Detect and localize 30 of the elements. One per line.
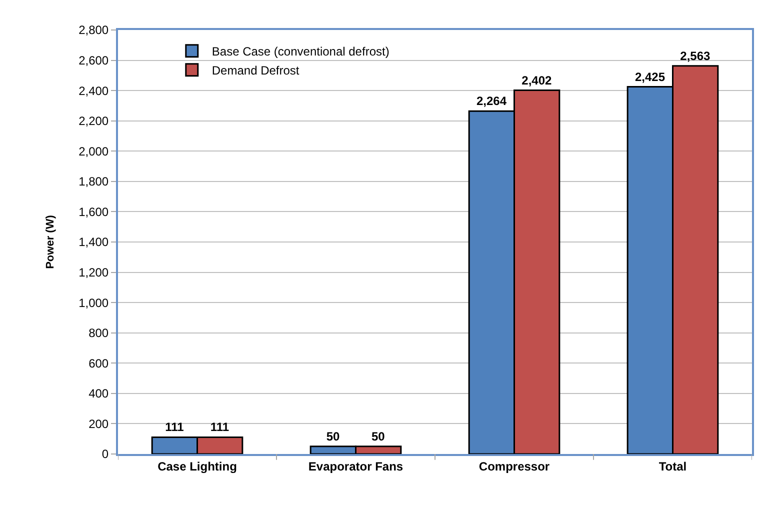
data-label: 2,264 xyxy=(476,94,507,108)
y-tick-label: 2,200 xyxy=(78,114,109,128)
data-label: 111 xyxy=(165,420,184,434)
data-label: 111 xyxy=(210,420,230,434)
y-tick-label: 1,400 xyxy=(78,235,109,250)
x-tick-label: Compressor xyxy=(478,459,550,474)
x-tick-label: Evaporator Fans xyxy=(308,459,404,474)
y-tick-label: 200 xyxy=(88,416,109,431)
legend-label: Demand Defrost xyxy=(212,64,300,78)
x-tick-label: Total xyxy=(658,459,687,474)
y-tick-label: 1,600 xyxy=(78,204,109,219)
data-label: 2,563 xyxy=(680,48,711,63)
y-tick-label: 600 xyxy=(88,356,109,370)
data-label: 50 xyxy=(372,429,386,444)
data-label: 2,425 xyxy=(634,70,666,84)
data-label: 2,402 xyxy=(522,73,552,88)
y-axis-title: Power (W) xyxy=(44,214,57,269)
y-tick-label: 400 xyxy=(88,386,109,401)
y-tick-label: 1,200 xyxy=(78,265,109,280)
x-tick-label: Case Lighting xyxy=(158,459,237,474)
y-tick-label: 800 xyxy=(88,326,109,340)
data-label: 50 xyxy=(326,429,340,444)
y-tick-label: 2,400 xyxy=(78,84,109,98)
y-tick-label: 2,600 xyxy=(78,53,109,68)
y-tick-label: 2,800 xyxy=(78,23,109,38)
y-tick-label: 1,800 xyxy=(78,174,109,189)
y-tick-label: 0 xyxy=(102,447,109,462)
y-tick-label: 1,000 xyxy=(78,296,109,310)
legend-label: Base Case (conventional defrost) xyxy=(212,44,390,59)
y-tick-label: 2,000 xyxy=(78,144,109,158)
